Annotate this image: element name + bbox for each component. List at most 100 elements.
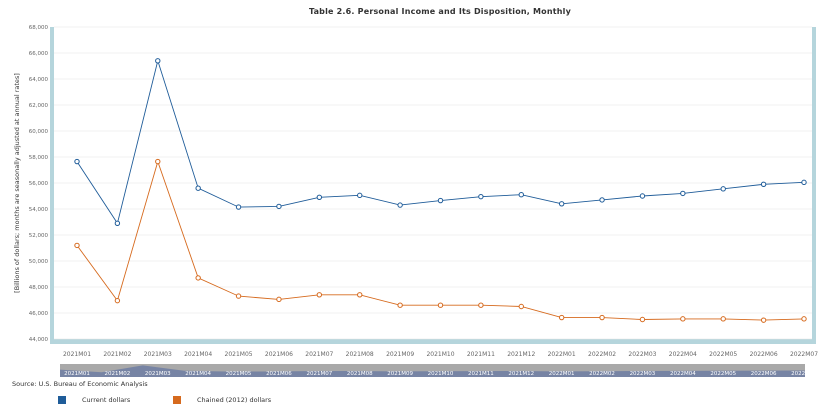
x-tick-label: 2021M06 <box>265 351 293 358</box>
y-tick-label: 64,000 <box>29 77 49 83</box>
legend-item-chained-dollars[interactable]: Chained (2012) dollars <box>173 396 271 404</box>
data-point[interactable] <box>599 197 605 203</box>
data-point[interactable] <box>397 302 403 308</box>
x-tick-label: 2021M02 <box>103 351 131 358</box>
data-point[interactable] <box>639 193 646 199</box>
gridlines <box>54 26 812 340</box>
y-tick-label: 58,000 <box>29 155 49 161</box>
data-point[interactable] <box>114 220 121 227</box>
data-point[interactable] <box>276 203 282 210</box>
data-point[interactable] <box>276 296 282 303</box>
data-point[interactable] <box>680 190 686 197</box>
data-point[interactable] <box>558 201 565 207</box>
series-group <box>74 58 807 323</box>
x-tick-label: 2021M09 <box>386 351 414 358</box>
x-tick-label: 2022M02 <box>588 351 616 358</box>
legend-swatch-chained-dollars <box>173 396 181 404</box>
data-point[interactable] <box>478 302 484 308</box>
x-tick-label: 2021M05 <box>225 351 253 358</box>
x-tick-label: 2021M01 <box>63 351 91 358</box>
y-tick-label: 60,000 <box>29 129 49 135</box>
navigator[interactable]: 2021M01 2021M02 2021M03 2021M04 2021M05 2021M… <box>60 364 817 377</box>
x-tick-label: 2022M06 <box>750 351 778 358</box>
navigator-tick-label: 2021M02 <box>105 371 131 377</box>
y-tick-label: 52,000 <box>29 233 49 239</box>
x-tick-label: 2021M04 <box>184 351 212 358</box>
navigator-tick-label: 2021M08 <box>347 371 373 377</box>
data-point[interactable] <box>437 302 444 308</box>
x-tick-label: 2021M10 <box>426 351 454 358</box>
plot-area <box>50 27 816 344</box>
data-point[interactable] <box>801 316 807 322</box>
data-point[interactable] <box>720 186 726 192</box>
data-point[interactable] <box>720 316 726 322</box>
data-point[interactable] <box>316 194 323 201</box>
y-tick-label: 54,000 <box>29 207 49 213</box>
data-point[interactable] <box>74 242 80 249</box>
data-point[interactable] <box>74 158 80 165</box>
data-point[interactable] <box>518 303 524 310</box>
y-tick-label: 44,000 <box>29 337 49 343</box>
data-point[interactable] <box>437 197 444 204</box>
navigator-tick-label: 2022M02 <box>589 371 615 377</box>
data-point[interactable] <box>558 314 565 321</box>
legend-label-chained-dollars: Chained (2012) dollars <box>197 396 272 404</box>
x-tick-label: 2022M05 <box>709 351 737 358</box>
legend-swatch-current-dollars <box>58 396 66 404</box>
source-note: Source: U.S. Bureau of Economic Analysis <box>12 380 148 388</box>
navigator-tick-label: 2022M06 <box>751 371 777 377</box>
navigator-tick-label: 2021M12 <box>508 371 534 377</box>
data-point[interactable] <box>155 158 161 165</box>
navigator-tick-label: 2021M06 <box>266 371 292 377</box>
navigator-tick-label: 2021M04 <box>185 371 211 377</box>
navigator-tick-label: 2022M03 <box>630 371 656 377</box>
data-point[interactable] <box>397 202 403 208</box>
y-axis-label: [Billions of dollars; months are seasona… <box>13 73 21 293</box>
data-point[interactable] <box>195 185 201 191</box>
y-tick-label: 46,000 <box>29 311 49 317</box>
navigator-tick-label: 2021M07 <box>306 371 332 377</box>
x-axis-ticks: 2021M01 2021M02 2021M03 2021M04 2021M05 2021M… <box>63 351 818 358</box>
right-axis-band <box>812 27 816 343</box>
x-tick-label: 2021M12 <box>507 351 535 358</box>
navigator-tick-label: 2021M09 <box>387 371 413 377</box>
data-point[interactable] <box>357 292 363 298</box>
y-axis-ticks: 44,000 46,000 48,000 50,000 52,000 54,000 56,0… <box>29 25 49 343</box>
x-tick-label: 2022M07 <box>790 351 818 358</box>
y-tick-label: 50,000 <box>29 259 49 265</box>
y-tick-label: 68,000 <box>29 25 49 31</box>
data-point[interactable] <box>155 58 161 64</box>
data-point[interactable] <box>680 316 686 322</box>
y-tick-label: 56,000 <box>29 181 49 187</box>
data-point[interactable] <box>760 317 767 323</box>
y-tick-label: 66,000 <box>29 51 49 57</box>
x-tick-label: 2022M04 <box>669 351 697 358</box>
data-point[interactable] <box>760 181 767 188</box>
x-tick-label: 2021M03 <box>144 351 172 358</box>
data-point[interactable] <box>478 193 484 200</box>
data-point[interactable] <box>316 292 323 298</box>
legend-label-current-dollars: Current dollars <box>82 396 131 404</box>
legend-item-current-dollars[interactable]: Current dollars <box>58 396 130 404</box>
data-point[interactable] <box>599 314 605 321</box>
x-tick-label: 2022M01 <box>548 351 576 358</box>
navigator-tick-label: 2022M05 <box>710 371 736 377</box>
navigator-tick-label: 2021M05 <box>226 371 252 377</box>
data-point[interactable] <box>235 293 242 299</box>
navigator-tick-label: 2022M01 <box>549 371 575 377</box>
data-point[interactable] <box>114 297 121 304</box>
data-point[interactable] <box>195 275 201 281</box>
data-point[interactable] <box>639 316 646 323</box>
y-axis-band <box>50 27 54 343</box>
data-point[interactable] <box>235 204 242 210</box>
y-tick-label: 62,000 <box>29 103 49 109</box>
data-point[interactable] <box>518 192 524 198</box>
x-tick-label: 2021M08 <box>346 351 374 358</box>
data-point[interactable] <box>801 179 807 186</box>
x-axis-band <box>50 339 816 344</box>
x-tick-label: 2021M11 <box>467 351 495 358</box>
navigator-tick-label: 2022M04 <box>670 371 696 377</box>
chart-title: Table 2.6. Personal Income and Its Dispo… <box>309 7 572 16</box>
data-point[interactable] <box>357 192 363 199</box>
